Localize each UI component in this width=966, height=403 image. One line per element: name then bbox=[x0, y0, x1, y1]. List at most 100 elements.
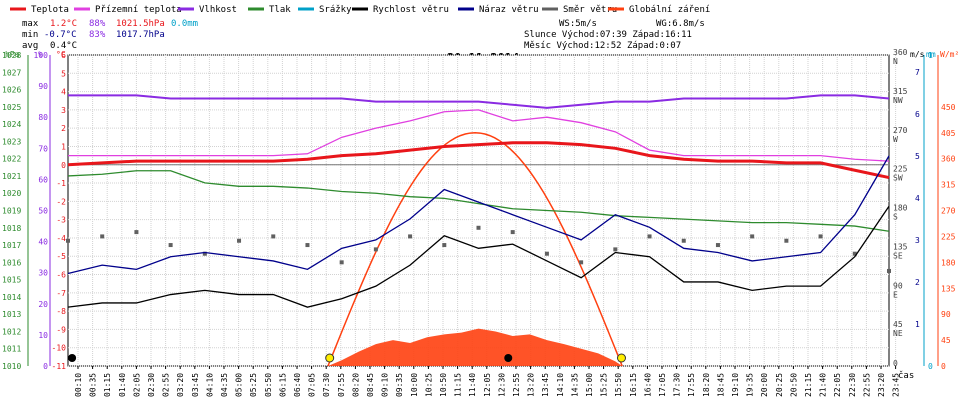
x-tick-label: 04:10 bbox=[205, 373, 214, 397]
direction-tick-dir: W bbox=[893, 135, 898, 144]
stats-min-press: 1017.7hPa bbox=[116, 30, 165, 40]
wind-tick-label: 5 bbox=[915, 152, 920, 161]
temperature-axis-label: °C bbox=[56, 50, 66, 59]
x-tick-label: 23:45 bbox=[892, 373, 901, 397]
info-ws: WS:5m/s bbox=[559, 19, 597, 29]
radiation-tick-label: 135 bbox=[941, 284, 956, 293]
humidity-tick-label: 10 bbox=[38, 331, 48, 340]
temperature-tick-label: -4 bbox=[56, 234, 66, 243]
x-tick-label: 05:50 bbox=[264, 373, 273, 397]
x-tick-label: 00:10 bbox=[74, 373, 83, 397]
x-tick-label: 12:55 bbox=[512, 373, 521, 397]
radiation-tick-label: 405 bbox=[941, 129, 956, 138]
x-tick-label: 06:40 bbox=[293, 373, 302, 397]
series-line-p-zemn-teplota bbox=[68, 109, 890, 162]
series-line-rychlost-v-tru bbox=[67, 205, 890, 308]
wind-tick-label: 3 bbox=[915, 236, 920, 245]
series-line-tlak bbox=[67, 170, 890, 232]
humidity-tick-label: 100 bbox=[34, 51, 49, 60]
temperature-tick-label: -7 bbox=[56, 289, 66, 298]
x-tick-label: 20:25 bbox=[775, 373, 784, 397]
radiation-tick-label: 270 bbox=[941, 207, 956, 216]
direction-tick-dir: NE bbox=[893, 329, 903, 338]
direction-point bbox=[442, 243, 447, 248]
humidity-tick-label: 30 bbox=[38, 269, 48, 278]
direction-point bbox=[613, 247, 618, 252]
series-line-n-raz-v-tru bbox=[67, 155, 890, 275]
legend-label-teplota: Teplota bbox=[31, 5, 69, 15]
x-tick-label: 16:15 bbox=[629, 373, 638, 397]
x-tick-label: 02:05 bbox=[132, 373, 141, 397]
x-tick-label: 01:15 bbox=[103, 373, 112, 397]
humidity-axis-label: % bbox=[38, 50, 43, 59]
temperature-tick-label: 2 bbox=[61, 124, 66, 133]
temperature-tick-label: -1 bbox=[56, 179, 66, 188]
stats-block: max 1.2°C 88% 1021.5hPa 0.0mm min -0.7°C… bbox=[22, 19, 198, 51]
temperature-tick-label: -2 bbox=[56, 197, 66, 206]
legend: Teplota Přízemní teplota Vlhkost Tlak Srážky… bbox=[10, 5, 710, 15]
legend-label-srazky: Srážky bbox=[319, 5, 352, 15]
wind-axis-label: m/s bbox=[910, 50, 925, 59]
x-tick-label: 19:10 bbox=[731, 373, 740, 397]
humidity-tick-label: 80 bbox=[38, 113, 48, 122]
x-tick-label: 11:40 bbox=[468, 373, 477, 397]
x-tick-label: 22:55 bbox=[862, 373, 871, 397]
humidity-tick-label: 50 bbox=[38, 207, 48, 216]
pressure-tick-label: 1019 bbox=[2, 207, 21, 216]
moonset-marker bbox=[68, 354, 77, 362]
direction-point bbox=[168, 243, 173, 248]
x-axis-label: čas bbox=[898, 370, 914, 381]
x-tick-label: 12:30 bbox=[497, 373, 506, 397]
x-tick-label: 17:30 bbox=[673, 373, 682, 397]
legend-label-vlhkost: Vlhkost bbox=[199, 5, 237, 15]
pressure-tick-label: 1023 bbox=[2, 137, 21, 146]
pressure-axis-label: hPa bbox=[5, 50, 20, 59]
humidity-tick-label: 0 bbox=[43, 362, 48, 371]
x-tick-label: 05:25 bbox=[249, 373, 258, 397]
stats-min-temp: -0.7°C bbox=[44, 30, 77, 40]
x-tick-label: 22:05 bbox=[833, 373, 842, 397]
pressure-tick-label: 1012 bbox=[2, 327, 21, 336]
moonrise-marker bbox=[504, 354, 513, 362]
legend-label-prizemni: Přízemní teplota bbox=[95, 5, 182, 15]
pressure-tick-label: 1018 bbox=[2, 224, 21, 233]
stats-min-hum: 83% bbox=[89, 30, 106, 40]
direction-point bbox=[408, 234, 413, 239]
direction-tick-dir: SW bbox=[893, 174, 903, 183]
plot-area bbox=[67, 54, 890, 367]
direction-tick-dir: S bbox=[893, 213, 898, 222]
direction-point bbox=[852, 251, 857, 256]
rain-tick-label: 1 bbox=[928, 51, 933, 60]
radiation-tick-label: 180 bbox=[941, 258, 956, 267]
stats-avg-temp: 0.4°C bbox=[50, 41, 77, 51]
pressure-tick-label: 1021 bbox=[2, 172, 21, 181]
radiation-axis-label: W/m² bbox=[940, 50, 959, 59]
direction-point bbox=[818, 234, 823, 239]
wind-tick-label: 6 bbox=[915, 110, 920, 119]
direction-tick-label: 270 bbox=[893, 126, 908, 135]
x-tick-label: 07:55 bbox=[337, 373, 346, 397]
x-tick-label: 06:15 bbox=[278, 373, 287, 397]
pressure-tick-label: 1014 bbox=[2, 293, 21, 302]
direction-point bbox=[271, 234, 276, 239]
pressure-tick-label: 1015 bbox=[2, 276, 21, 285]
pressure-tick-label: 1022 bbox=[2, 155, 21, 164]
info-wg: WG:6.8m/s bbox=[656, 19, 705, 29]
direction-tick-label: 180 bbox=[893, 204, 908, 213]
x-tick-label: 21:15 bbox=[804, 373, 813, 397]
x-tick-label: 10:25 bbox=[424, 373, 433, 397]
info-sun: Slunce Východ:07:39 Západ:16:11 bbox=[524, 30, 692, 40]
x-tick-label: 18:20 bbox=[702, 373, 711, 397]
direction-tick-dir: E bbox=[893, 290, 898, 299]
x-tick-label: 10:50 bbox=[439, 373, 448, 397]
x-tick-label: 03:45 bbox=[191, 373, 200, 397]
temperature-tick-label: 0 bbox=[61, 161, 66, 170]
legend-label-naraz: Náraz větru bbox=[479, 5, 539, 15]
x-tick-label: 16:40 bbox=[643, 373, 652, 397]
pressure-tick-label: 1013 bbox=[2, 310, 21, 319]
direction-point bbox=[544, 251, 549, 256]
temperature-tick-label: 4 bbox=[61, 88, 66, 97]
stats-max-temp: 1.2°C bbox=[50, 19, 77, 29]
direction-point bbox=[681, 238, 686, 243]
info-block: WS:5m/s WG:6.8m/s Slunce Východ:07:39 Zá… bbox=[524, 19, 705, 51]
